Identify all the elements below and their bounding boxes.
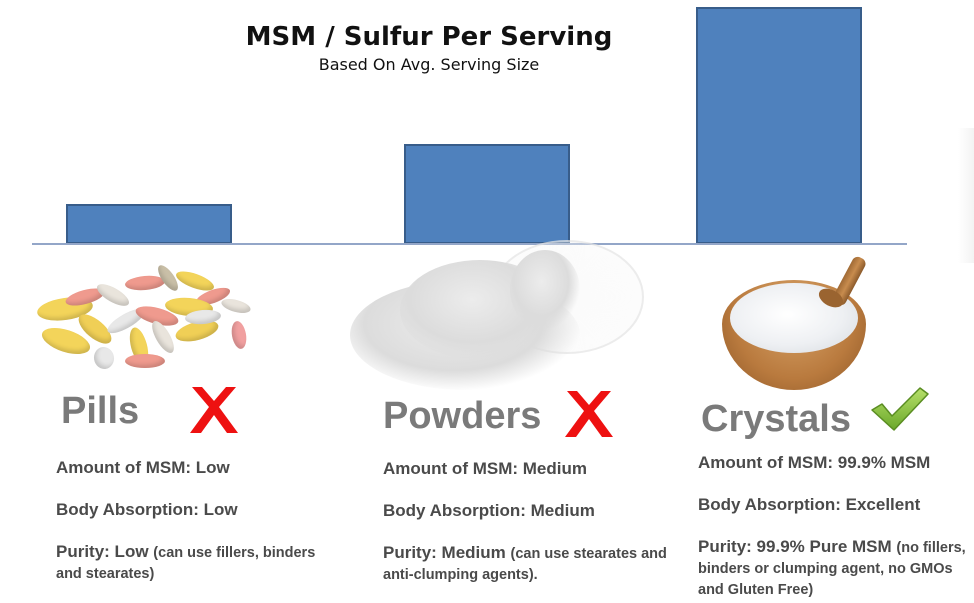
bar-powders — [404, 144, 570, 244]
powder-image — [330, 240, 650, 390]
amount-pills: Amount of MSM: Low — [56, 458, 230, 477]
purity-note-pills: (can use fillers, binders and stearates) — [56, 545, 316, 582]
absorption-crystals: Body Absorption: Excellent — [698, 495, 921, 514]
green-check-icon — [871, 387, 929, 431]
red-x-icon — [190, 387, 238, 433]
label-pills: Pills — [61, 390, 140, 432]
bar-pills — [66, 204, 232, 244]
chart-title: MSM / Sulfur Per Serving — [245, 22, 613, 52]
label-powders: Powders — [383, 395, 542, 437]
purity-powders: Purity: Medium — [383, 543, 506, 562]
amount-crystals: Amount of MSM: 99.9% MSM — [698, 453, 931, 472]
chart-subtitle: Based On Avg. Serving Size — [318, 55, 540, 74]
label-crystals: Crystals — [701, 398, 851, 440]
pills-image — [25, 262, 265, 380]
chart-baseline — [32, 243, 907, 245]
info-pills: Amount of MSM: Low Body Absorption: Low … — [56, 458, 316, 584]
absorption-powders: Body Absorption: Medium — [383, 501, 595, 520]
info-crystals: Amount of MSM: 99.9% MSM Body Absorption… — [698, 453, 974, 600]
info-powders: Amount of MSM: Medium Body Absorption: M… — [383, 459, 673, 585]
purity-crystals: Purity: 99.9% Pure MSM — [698, 537, 892, 556]
bar-crystals — [696, 7, 862, 244]
absorption-pills: Body Absorption: Low — [56, 500, 238, 519]
amount-powders: Amount of MSM: Medium — [383, 459, 587, 478]
purity-note-powders: (can use stearates and anti-clumping age… — [383, 546, 667, 583]
background-panel-edge — [958, 128, 974, 263]
red-x-icon — [565, 391, 613, 437]
purity-note-crystals: (no fillers, binders or clumping agent, … — [698, 540, 966, 598]
purity-pills: Purity: Low — [56, 542, 149, 561]
